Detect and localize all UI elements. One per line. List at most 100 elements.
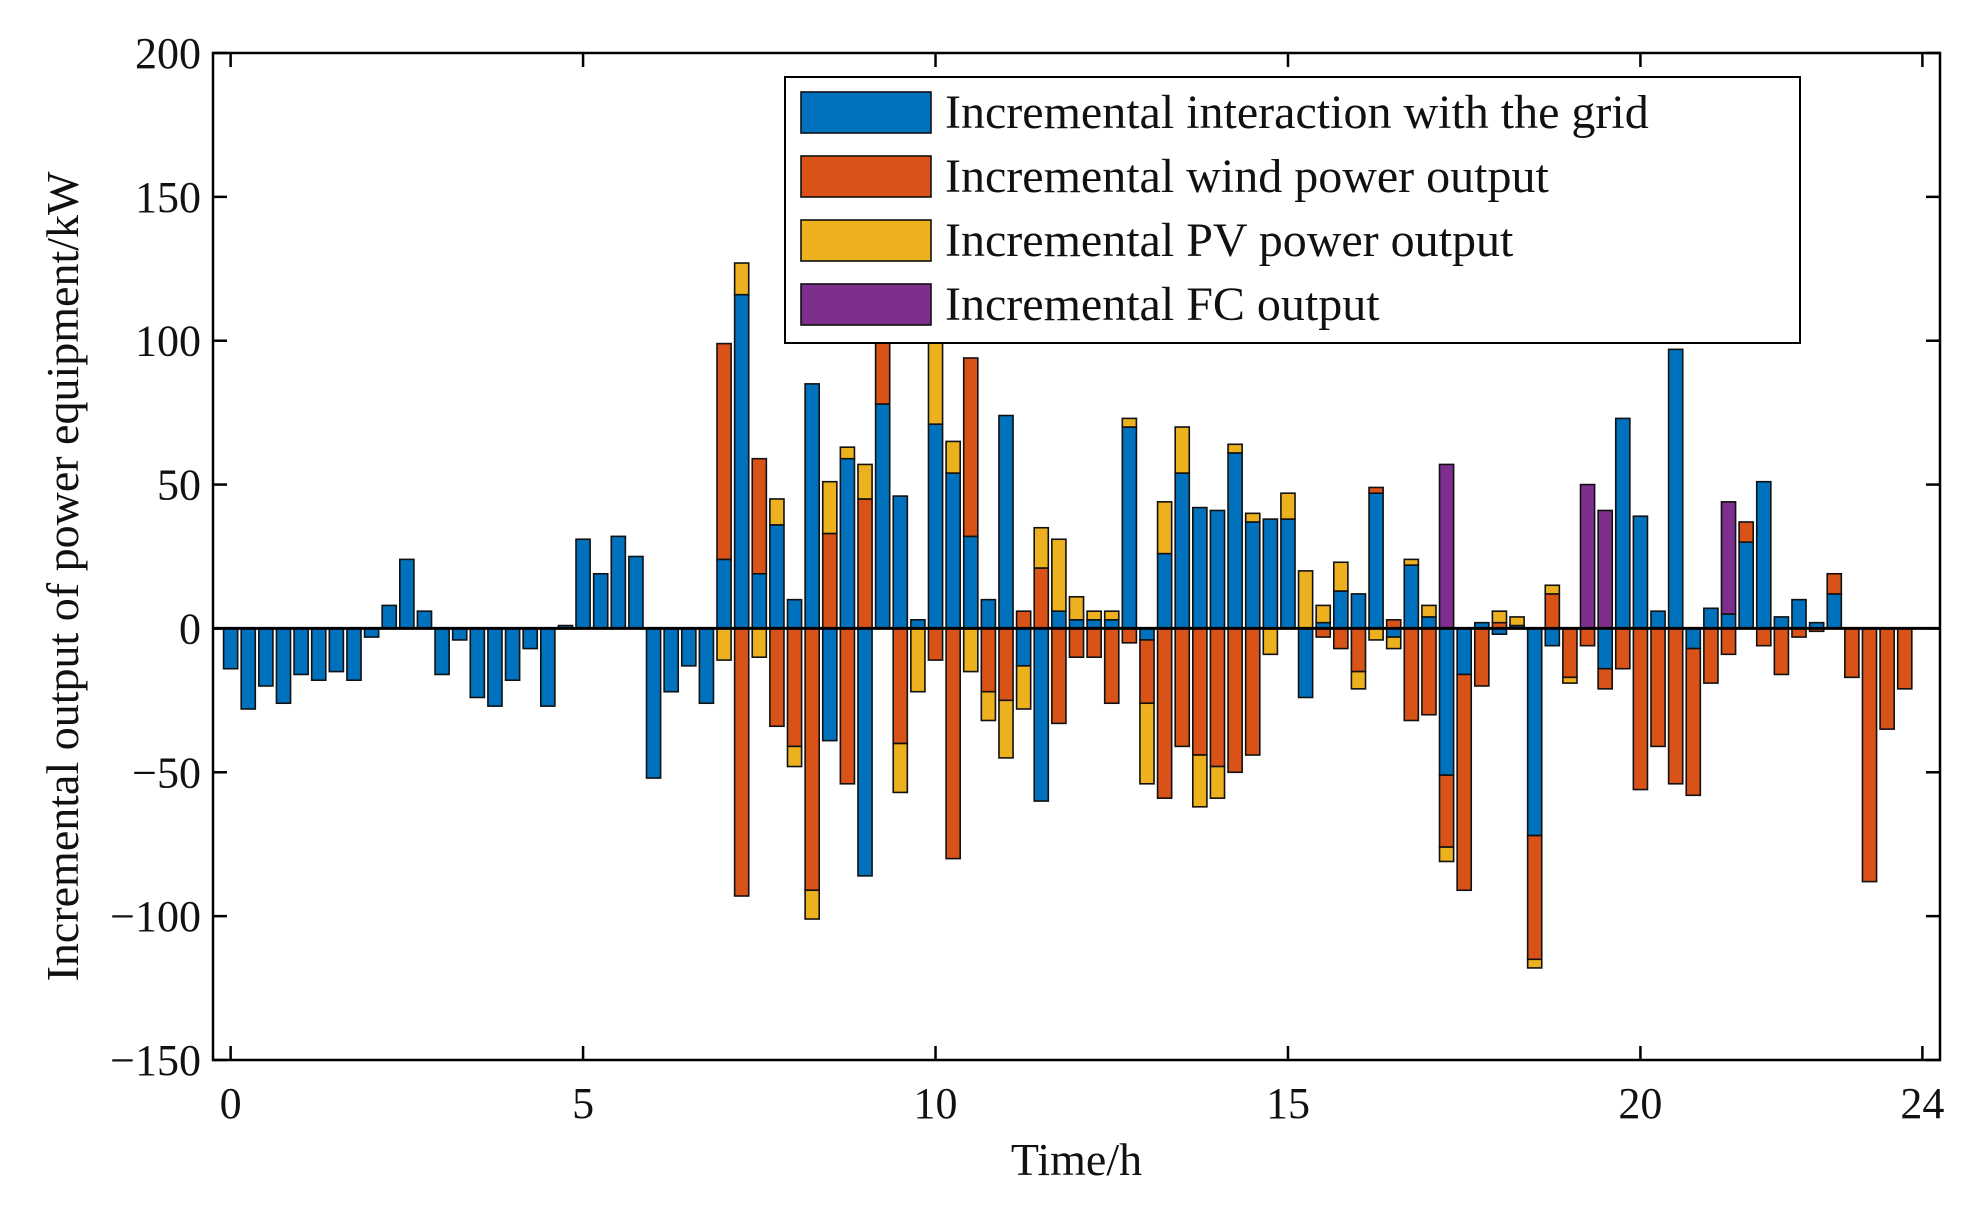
bar-incremental-interaction-with-the-grid-57 <box>1227 452 1243 630</box>
bar-incremental-interaction-with-the-grid-15 <box>487 627 503 707</box>
bar-incremental-interaction-with-the-grid-41 <box>945 472 961 630</box>
bar-incremental-wind-power-output-81 <box>1650 627 1666 748</box>
bar-incremental-wind-power-output-86 <box>1738 521 1755 543</box>
bar-incremental-wind-power-output-30 <box>751 457 768 575</box>
bar-incremental-interaction-with-the-grid-45 <box>1015 627 1032 667</box>
bar-incremental-wind-power-output-80 <box>1632 627 1649 791</box>
bar-incremental-pv-power-output-28 <box>716 627 732 661</box>
bar-incremental-interaction-with-the-grid-37 <box>874 403 891 630</box>
y-tick-label-2: −50 <box>132 748 201 797</box>
bar-incremental-fc-output-85 <box>1720 501 1737 615</box>
bar-incremental-pv-power-output-64 <box>1350 670 1367 690</box>
x-tick-label-0: 0 <box>220 1079 242 1128</box>
legend: Incremental interaction with the grid Inc… <box>784 76 1801 344</box>
bar-incremental-interaction-with-the-grid-64 <box>1350 593 1367 630</box>
legend-swatch-0 <box>800 91 932 134</box>
bar-incremental-interaction-with-the-grid-24 <box>645 627 662 779</box>
bar-incremental-pv-power-output-41 <box>945 440 961 474</box>
bar-incremental-interaction-with-the-grid-20 <box>575 538 591 630</box>
bar-incremental-wind-power-output-52 <box>1139 639 1155 705</box>
bar-incremental-interaction-with-the-grid-21 <box>592 572 609 630</box>
bar-incremental-pv-power-output-33 <box>804 889 821 920</box>
ticks-layer: −150 −100 −50 0 50 100 150 200 0 5 10 15 20 24 <box>110 29 1944 1128</box>
bar-incremental-pv-power-output-48 <box>1068 595 1085 621</box>
bar-incremental-interaction-with-the-grid-22 <box>610 535 627 630</box>
bar-incremental-interaction-with-the-grid-78 <box>1597 627 1614 670</box>
bar-incremental-pv-power-output-57 <box>1227 443 1243 454</box>
bar-incremental-pv-power-output-36 <box>857 463 873 500</box>
bar-incremental-interaction-with-the-grid-85 <box>1720 613 1737 630</box>
legend-label-2: Incremental PV power output <box>945 214 1514 267</box>
bar-incremental-interaction-with-the-grid-3 <box>275 627 292 705</box>
bar-incremental-interaction-with-the-grid-55 <box>1192 506 1208 630</box>
legend-box <box>784 76 1801 344</box>
x-tick-label-4: 20 <box>1618 1079 1662 1128</box>
bar-incremental-wind-power-output-41 <box>945 627 961 860</box>
bar-incremental-pv-power-output-43 <box>980 690 997 722</box>
bar-incremental-interaction-with-the-grid-13 <box>451 627 468 641</box>
bar-incremental-wind-power-output-76 <box>1562 627 1578 679</box>
x-tick-label-3: 15 <box>1266 1079 1310 1128</box>
bar-incremental-wind-power-output-36 <box>857 498 873 630</box>
bar-incremental-wind-power-output-67 <box>1403 627 1420 722</box>
bar-incremental-interaction-with-the-grid-91 <box>1826 593 1843 630</box>
plot-frame <box>211 51 1942 1062</box>
bar-incremental-pv-power-output-56 <box>1209 765 1226 799</box>
bar-incremental-pv-power-output-69 <box>1438 846 1455 863</box>
bar-incremental-pv-power-output-46 <box>1033 526 1050 569</box>
bar-incremental-wind-power-output-78 <box>1597 667 1614 690</box>
bar-incremental-interaction-with-the-grid-54 <box>1174 472 1191 630</box>
bar-incremental-wind-power-output-58 <box>1244 627 1261 756</box>
bar-incremental-interaction-with-the-grid-16 <box>504 627 521 682</box>
legend-label-1: Incremental wind power output <box>945 150 1549 203</box>
y-tick-label-1: −100 <box>110 892 201 941</box>
bar-incremental-pv-power-output-39 <box>910 627 926 693</box>
bar-incremental-wind-power-output-56 <box>1209 627 1226 768</box>
bar-incremental-pv-power-output-51 <box>1121 417 1138 428</box>
bar-incremental-wind-power-output-74 <box>1526 834 1543 961</box>
bar-incremental-interaction-with-the-grid-87 <box>1755 480 1772 630</box>
bar-incremental-wind-power-output-43 <box>980 627 997 693</box>
bar-incremental-wind-power-output-88 <box>1773 627 1790 676</box>
y-axis-label: Incremental output of power equipment/kW <box>37 171 88 981</box>
bar-incremental-interaction-with-the-grid-44 <box>998 414 1014 630</box>
bar-incremental-pv-power-output-45 <box>1015 665 1032 710</box>
bar-incremental-interaction-with-the-grid-83 <box>1685 627 1702 650</box>
bar-incremental-interaction-with-the-grid-1 <box>240 627 257 710</box>
bar-incremental-pv-power-output-53 <box>1156 501 1173 555</box>
bar-incremental-wind-power-output-34 <box>821 532 838 630</box>
bar-incremental-pv-power-output-42 <box>962 627 979 673</box>
bar-incremental-wind-power-output-64 <box>1350 627 1367 673</box>
bar-incremental-interaction-with-the-grid-59 <box>1262 518 1279 630</box>
x-axis-label: Time/h <box>1011 1134 1142 1185</box>
bar-incremental-pv-power-output-40 <box>927 339 944 425</box>
x-tick-label-5: 24 <box>1900 1079 1944 1128</box>
bar-incremental-interaction-with-the-grid-81 <box>1650 610 1666 630</box>
bar-incremental-wind-power-output-77 <box>1579 627 1596 647</box>
bar-incremental-fc-output-69 <box>1438 463 1455 630</box>
bar-incremental-wind-power-output-46 <box>1033 567 1050 630</box>
bar-incremental-wind-power-output-40 <box>927 627 944 661</box>
bar-incremental-pv-power-output-54 <box>1174 426 1191 474</box>
bar-incremental-wind-power-output-84 <box>1703 627 1719 684</box>
bar-incremental-wind-power-output-94 <box>1879 627 1895 730</box>
y-tick-label-4: 50 <box>157 461 201 510</box>
bar-incremental-interaction-with-the-grid-4 <box>293 627 309 676</box>
bar-incremental-pv-power-output-31 <box>769 498 785 526</box>
bar-incremental-pv-power-output-74 <box>1526 958 1543 969</box>
bar-incremental-wind-power-output-51 <box>1121 627 1138 644</box>
bar-incremental-pv-power-output-52 <box>1139 702 1155 785</box>
bar-incremental-interaction-with-the-grid-46 <box>1033 627 1050 802</box>
bar-incremental-interaction-with-the-grid-58 <box>1244 521 1261 630</box>
bar-incremental-pv-power-output-76 <box>1562 676 1578 684</box>
y-tick-label-0: −150 <box>110 1036 201 1085</box>
bar-incremental-interaction-with-the-grid-40 <box>927 423 944 630</box>
bar-incremental-wind-power-output-71 <box>1473 627 1490 687</box>
bar-incremental-interaction-with-the-grid-6 <box>328 627 345 673</box>
bar-incremental-pv-power-output-58 <box>1244 512 1261 523</box>
bar-incremental-pv-power-output-67 <box>1403 558 1420 566</box>
y-tick-label-6: 150 <box>135 173 201 222</box>
bar-incremental-pv-power-output-35 <box>839 446 856 460</box>
bar-incremental-wind-power-output-65 <box>1368 486 1384 495</box>
